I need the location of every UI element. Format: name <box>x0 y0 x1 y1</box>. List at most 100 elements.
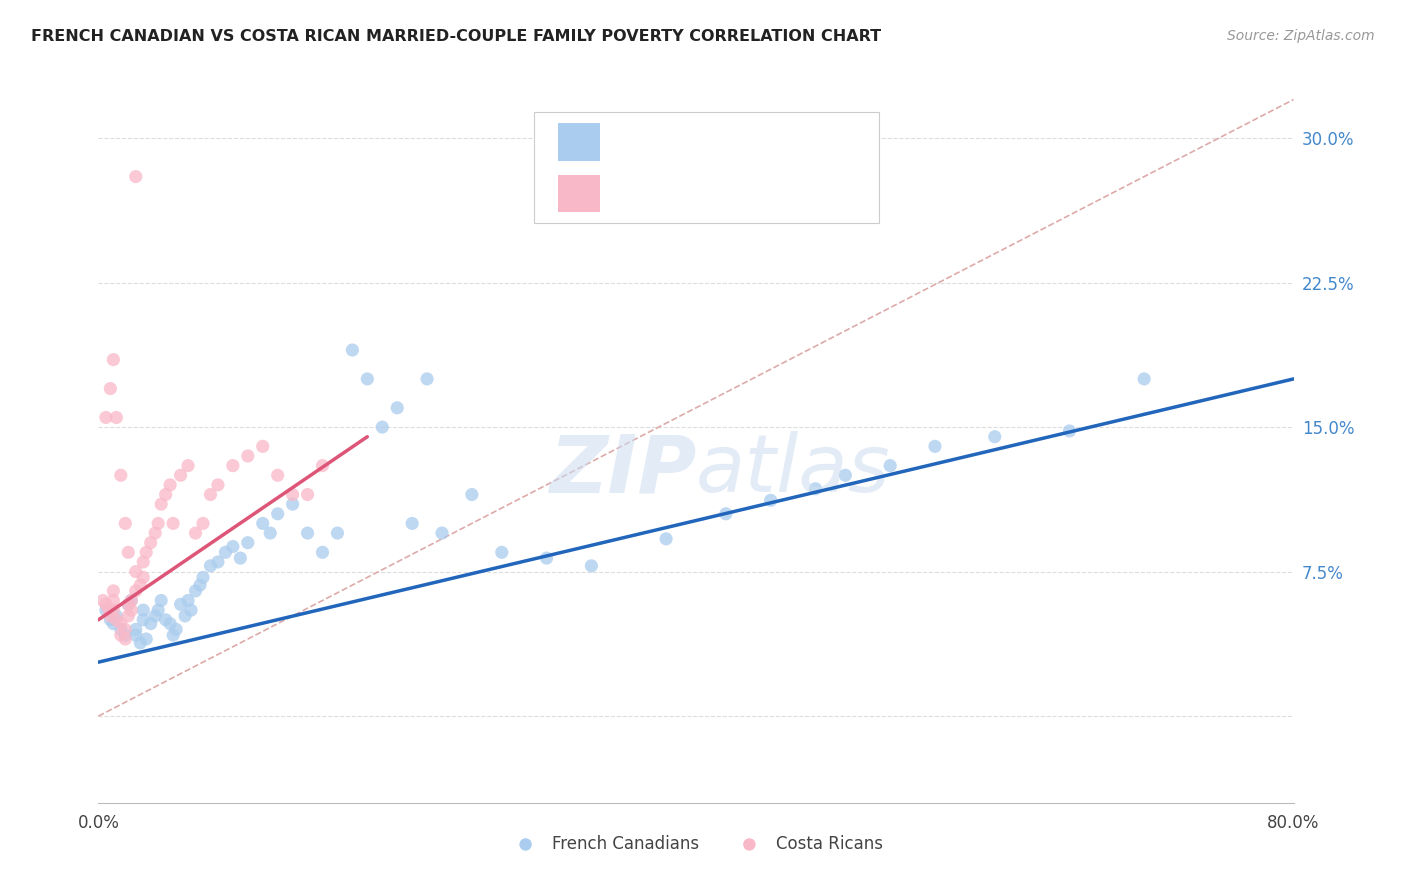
Point <box>177 593 200 607</box>
Point <box>150 593 173 607</box>
Point <box>98 382 122 396</box>
Point <box>125 565 148 579</box>
Point <box>117 545 139 559</box>
Point <box>252 439 274 453</box>
Point <box>139 535 162 549</box>
Point <box>103 583 125 598</box>
Point <box>1133 372 1156 386</box>
Point <box>267 468 290 483</box>
Point <box>117 598 139 612</box>
Point <box>150 497 173 511</box>
Point <box>132 613 155 627</box>
Point <box>461 487 484 501</box>
Point <box>125 583 148 598</box>
Point <box>162 628 184 642</box>
Point <box>342 343 364 357</box>
Text: R =: R = <box>612 133 648 151</box>
Point <box>401 516 423 531</box>
Point <box>103 603 125 617</box>
Point <box>180 603 202 617</box>
Point <box>94 603 117 617</box>
Point <box>110 623 132 637</box>
Point <box>105 613 128 627</box>
Point <box>120 593 142 607</box>
Point <box>222 540 245 554</box>
Point <box>200 487 222 501</box>
Point <box>125 169 148 184</box>
Point <box>114 628 136 642</box>
Point <box>281 497 304 511</box>
Point <box>281 487 304 501</box>
Point <box>143 526 166 541</box>
Text: FRENCH CANADIAN VS COSTA RICAN MARRIED-COUPLE FAMILY POVERTY CORRELATION CHART: FRENCH CANADIAN VS COSTA RICAN MARRIED-C… <box>31 29 882 44</box>
Point <box>125 623 148 637</box>
Text: 0.555: 0.555 <box>654 133 706 151</box>
Point <box>155 487 177 501</box>
Point <box>103 352 125 367</box>
Point <box>105 608 128 623</box>
Point <box>129 578 152 592</box>
Text: 0.261: 0.261 <box>654 185 706 202</box>
Point <box>169 468 191 483</box>
Point <box>132 555 155 569</box>
Point <box>236 535 259 549</box>
Point <box>184 583 207 598</box>
Point <box>97 603 120 617</box>
Point <box>114 632 136 646</box>
Point <box>98 613 122 627</box>
Point <box>714 507 737 521</box>
Text: atlas: atlas <box>696 432 891 509</box>
Point <box>110 628 132 642</box>
Point <box>98 608 122 623</box>
Point <box>252 516 274 531</box>
Point <box>105 410 128 425</box>
Text: N =: N = <box>724 133 772 151</box>
Point <box>91 593 114 607</box>
Point <box>581 558 603 573</box>
Point <box>222 458 245 473</box>
Point <box>214 545 236 559</box>
Point <box>120 603 142 617</box>
Point <box>155 613 177 627</box>
Point <box>416 372 439 386</box>
Point <box>297 526 319 541</box>
Point <box>207 478 229 492</box>
Point <box>834 468 856 483</box>
Point <box>491 545 513 559</box>
Point <box>132 570 155 584</box>
Point <box>114 623 136 637</box>
Text: 50: 50 <box>778 185 800 202</box>
Point <box>148 516 170 531</box>
Point <box>371 420 394 434</box>
Point <box>129 636 152 650</box>
Point <box>125 628 148 642</box>
Point <box>148 603 170 617</box>
Point <box>94 410 117 425</box>
Point <box>174 608 197 623</box>
Point <box>94 598 117 612</box>
Point <box>297 487 319 501</box>
Point <box>110 468 132 483</box>
Point <box>103 593 125 607</box>
Point <box>117 598 139 612</box>
Point <box>120 593 142 607</box>
Point <box>356 372 378 386</box>
Point <box>162 516 184 531</box>
Point <box>103 616 125 631</box>
Point <box>159 478 181 492</box>
Point <box>236 449 259 463</box>
Legend: French Canadians, Costa Ricans: French Canadians, Costa Ricans <box>502 828 890 860</box>
Point <box>132 603 155 617</box>
Text: R =: R = <box>612 185 648 202</box>
Point <box>267 507 290 521</box>
Point <box>326 526 349 541</box>
Point <box>184 526 207 541</box>
Point <box>143 608 166 623</box>
Point <box>135 632 157 646</box>
Point <box>385 401 409 415</box>
Text: Source: ZipAtlas.com: Source: ZipAtlas.com <box>1227 29 1375 43</box>
Point <box>655 532 678 546</box>
Point <box>311 545 333 559</box>
Point <box>114 516 136 531</box>
Point <box>191 570 214 584</box>
